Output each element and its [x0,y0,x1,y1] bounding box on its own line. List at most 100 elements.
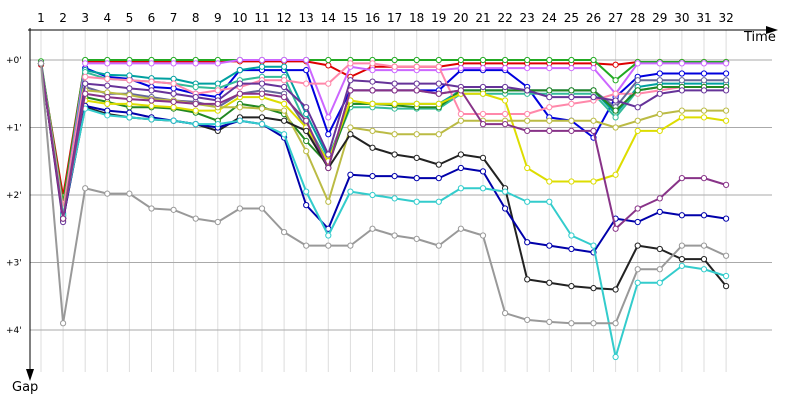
data-point [325,242,332,249]
x-tick-label: 5 [126,11,134,25]
data-point [457,110,464,118]
data-point [612,225,619,232]
data-point [281,229,288,236]
series-line [40,63,727,217]
data-point [435,242,442,249]
data-point [524,127,531,134]
data-point [524,316,531,323]
data-point [524,117,531,124]
data-point [413,154,420,161]
data-point [502,121,509,128]
data-point [656,77,663,84]
x-tick-label: 26 [586,11,601,25]
series-line [40,63,727,223]
data-point [634,87,641,94]
data-point [700,242,708,249]
data-point [723,77,730,84]
data-point [325,131,332,138]
data-point [126,77,133,84]
series-line [40,63,727,325]
data-point [479,232,487,239]
data-point [700,212,708,219]
series-line [40,59,727,213]
data-point [590,87,597,94]
data-point [457,151,464,158]
data-point [60,320,67,327]
data-point [678,256,686,263]
data-point [457,87,464,94]
data-point [391,195,398,202]
data-point [192,215,199,222]
data-point [678,70,686,77]
data-point [391,131,398,138]
data-point [413,56,420,64]
data-point [656,60,663,67]
data-point [435,161,442,168]
data-point [678,60,686,67]
data-point [347,87,354,94]
data-point [568,94,575,101]
data-point [435,131,442,138]
data-point [148,78,155,85]
data-point [126,85,133,92]
data-point [502,188,509,195]
data-point [413,100,420,107]
x-tick-label: 16 [365,11,380,25]
data-point [634,77,641,84]
data-point [634,205,641,212]
x-tick-label: 9 [214,11,222,25]
data-point [723,60,730,67]
y-axis-arrow [26,369,34,381]
data-point [192,121,199,128]
data-point [479,90,487,97]
data-point [590,320,597,327]
data-point [634,60,641,67]
data-point [656,245,663,253]
data-point [723,117,730,124]
data-point [192,94,199,101]
x-tick-label: 3 [81,11,89,25]
data-point [700,77,708,84]
data-point [612,77,619,84]
y-tick-label: +1' [6,124,22,134]
data-point [700,70,708,77]
data-point [281,83,288,91]
y-tick-label: +2' [6,191,22,201]
data-point [303,137,310,145]
data-point [656,110,663,118]
x-tick-label: 1 [37,11,45,25]
data-point [634,218,641,226]
data-point [723,70,730,77]
data-point [546,242,553,249]
x-tick-label: 30 [674,11,689,25]
data-point [590,56,597,64]
data-point [678,87,686,94]
data-point [258,63,266,70]
data-point [236,80,243,87]
data-point [391,80,398,87]
data-point [325,232,332,239]
data-point [457,117,464,124]
data-point [82,80,89,87]
data-point [369,127,376,134]
series-group [37,60,730,327]
data-point [700,107,708,114]
data-point [369,173,376,180]
data-point [391,100,398,107]
data-point [568,100,575,107]
data-point [413,198,420,205]
x-tick-label: 10 [232,11,247,25]
x-tick-label: 18 [409,11,424,25]
x-tick-label: 32 [718,11,733,25]
data-point [656,208,663,215]
data-point [413,63,420,70]
data-point [502,310,509,317]
data-point [700,60,708,67]
data-point [369,87,376,94]
data-point [502,205,509,212]
data-point [524,56,531,64]
data-point [656,195,663,202]
data-point [546,87,553,94]
data-point [236,104,243,111]
data-point [391,173,398,180]
